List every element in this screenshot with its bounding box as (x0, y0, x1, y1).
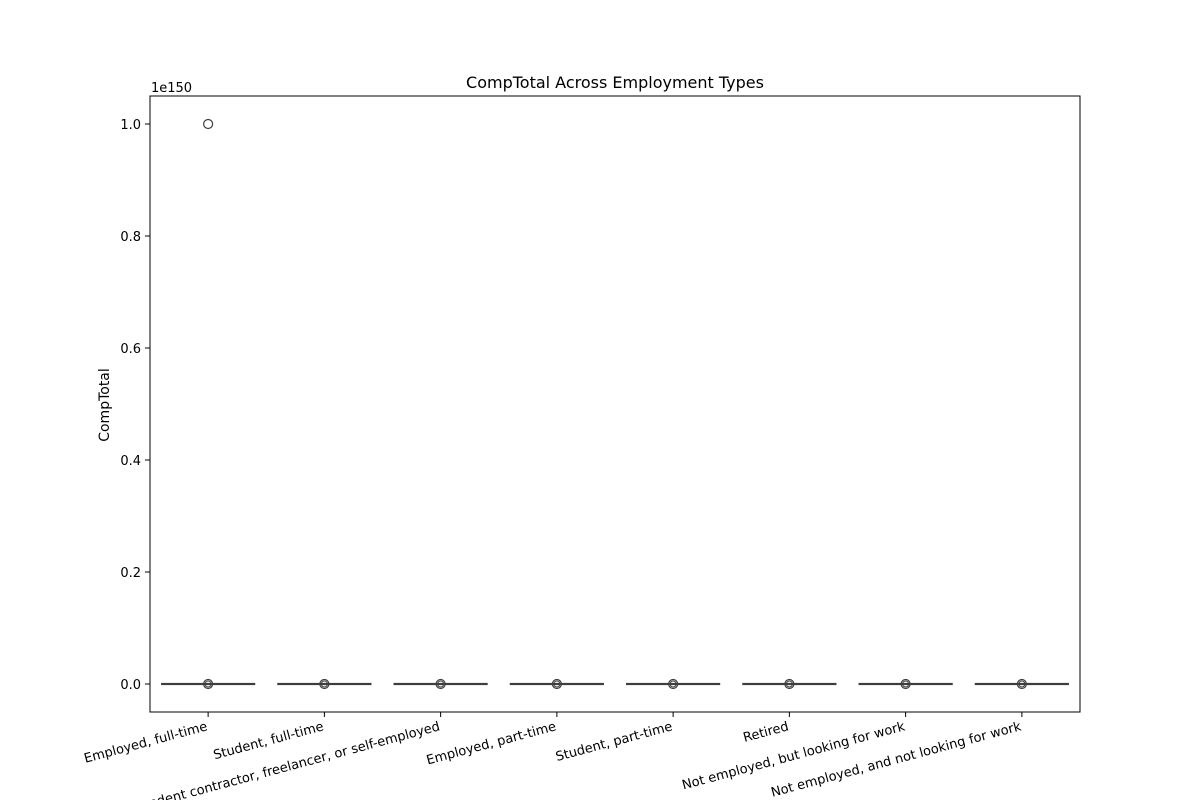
outlier-point (320, 680, 328, 688)
outlier-point (435, 678, 446, 690)
x-tick-label: Employed, part-time (425, 719, 558, 768)
chart-title: CompTotal Across Employment Types (466, 73, 764, 92)
box-plot-7 (858, 678, 953, 690)
outlier-point (551, 678, 562, 690)
box-plot-1 (161, 118, 256, 690)
outlier-point (1018, 680, 1026, 688)
y-tick-label: 0.6 (120, 342, 141, 357)
outlier-point (902, 680, 910, 688)
outlier-point (319, 678, 330, 690)
x-tick-label: Retired (742, 719, 791, 746)
outlier-point (203, 678, 214, 690)
outlier-point (668, 678, 679, 690)
y-tick-label: 0.4 (120, 454, 141, 469)
outlier-point (437, 680, 445, 688)
box-plot-3 (393, 678, 488, 690)
box-plot-6 (742, 678, 837, 690)
y-tick-label: 0.0 (120, 678, 141, 693)
x-axis-ticks: Employed, full-time Student, full-timeInd… (83, 712, 1023, 800)
y-tick-label: 1.0 (120, 118, 141, 133)
y-axis-multiplier: 1e150 (151, 81, 192, 96)
y-tick-label: 0.2 (120, 566, 141, 581)
y-axis-label: CompTotal (97, 368, 113, 442)
x-tick-label: Employed, full-time (83, 719, 210, 766)
box-plot-2 (277, 678, 372, 690)
plot-area-frame (149, 95, 1081, 713)
box-plot-5 (626, 678, 721, 690)
outlier-point (784, 678, 795, 690)
outlier-point (553, 680, 561, 688)
outlier-point (669, 680, 677, 688)
outlier-point (785, 680, 793, 688)
outlier-point (1016, 678, 1027, 690)
y-tick-label: 0.8 (120, 230, 141, 245)
y-axis-ticks: 0.0 0.2 0.4 0.6 0.8 1.0 (120, 118, 150, 693)
outlier-point (204, 680, 212, 688)
box-plot-8 (974, 678, 1069, 690)
x-tick-label: Student, part-time (554, 719, 674, 765)
box-plot-4 (509, 678, 604, 690)
outlier-point (203, 118, 214, 130)
outlier-point (900, 678, 911, 690)
box-plot-marks (161, 118, 1069, 690)
